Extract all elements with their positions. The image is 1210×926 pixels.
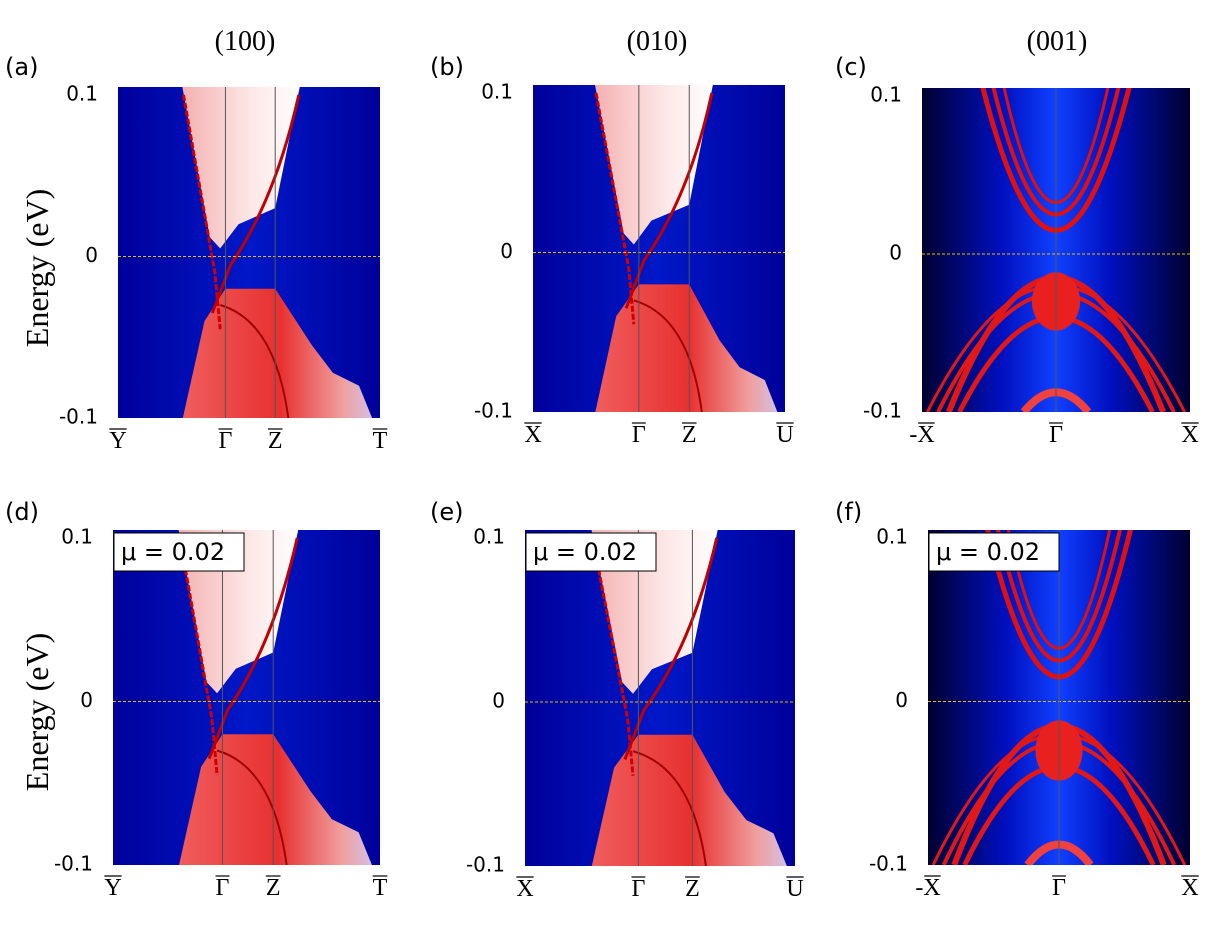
surface-state: [178, 537, 219, 776]
y-tick-label: 0.1: [61, 525, 93, 549]
y-tick-label: 0: [85, 243, 98, 267]
x-tick-label: -X: [915, 875, 940, 901]
x-tick-label: Z: [268, 428, 283, 454]
y-tick-label: 0.1: [473, 525, 505, 549]
valence-region: [179, 734, 372, 865]
y-tick-label: 0.1: [481, 80, 513, 104]
x-tick-label: -X: [909, 422, 934, 448]
x-tick-label: Γ: [632, 422, 646, 448]
x-tick-label: X: [524, 422, 541, 448]
heatmap: [533, 85, 785, 412]
y-tick-label: 0.1: [870, 83, 902, 107]
x-tick-label: X: [1181, 422, 1198, 448]
x-tick-label: T: [373, 428, 388, 454]
y-tick-label: 0.1: [876, 525, 908, 549]
panel-label: (b): [430, 53, 464, 81]
x-tick-label: Z: [266, 875, 281, 901]
y-tick-label: -0.1: [54, 852, 93, 876]
annotation-box: [113, 532, 245, 572]
valence-region: [595, 284, 778, 412]
heatmap: [928, 530, 1190, 865]
annotation: μ = 0.02: [936, 538, 1040, 566]
x-tick-label: X: [516, 876, 533, 902]
valence-region: [182, 288, 373, 418]
panel-label: (d): [5, 498, 39, 526]
bulk-edge: [632, 750, 707, 866]
x-tick-label: Γ: [631, 876, 645, 902]
column-title: (100): [215, 26, 276, 57]
y-tick-label: 0.1: [66, 82, 98, 106]
y-tick-label: -0.1: [59, 405, 98, 429]
annotation: μ = 0.02: [121, 538, 225, 566]
heatmap: [922, 88, 1190, 412]
panel-label: (c): [835, 53, 867, 81]
y-tick-label: 0: [500, 239, 513, 263]
y-tick-label: 0: [895, 688, 908, 712]
x-tick-label: U: [776, 422, 793, 448]
panel-label: (a): [5, 53, 38, 81]
panel-label: (f): [835, 498, 862, 526]
x-tick-label: Z: [685, 876, 700, 902]
annotation-box: [928, 532, 1060, 572]
conduction-cone: [595, 85, 713, 245]
y-tick-label: 0: [492, 689, 505, 713]
conduction-cone: [182, 87, 300, 249]
x-tick-label: Γ: [1052, 875, 1066, 901]
y-tick-label: -0.1: [869, 852, 908, 876]
bulk-edge: [216, 749, 288, 865]
heatmap: [113, 530, 380, 865]
bulk-edge: [219, 304, 290, 418]
y-tick-label: 0: [889, 241, 902, 265]
x-tick-label: Y: [109, 428, 126, 454]
y-tick-label: -0.1: [474, 399, 513, 423]
y-axis-label: Energy (eV): [19, 189, 55, 347]
surface-state: [594, 92, 636, 325]
heatmap: [525, 530, 795, 866]
y-tick-label: -0.1: [466, 853, 505, 877]
column-title: (010): [627, 26, 688, 57]
surface-state: [182, 94, 222, 330]
x-tick-label: Γ: [1049, 422, 1063, 448]
x-tick-label: T: [373, 875, 388, 901]
y-tick-label: -0.1: [863, 399, 902, 423]
x-tick-label: Γ: [216, 875, 230, 901]
x-tick-label: X: [1181, 875, 1198, 901]
x-tick-label: Γ: [218, 428, 232, 454]
x-tick-label: Y: [104, 875, 121, 901]
column-title: (001): [1027, 26, 1088, 57]
annotation-box: [525, 532, 657, 572]
panel-label: (e): [430, 498, 464, 526]
y-axis-label: Energy (eV): [19, 633, 55, 791]
y-tick-label: 0: [80, 688, 93, 712]
heatmap: [118, 87, 380, 418]
surface-state: [623, 537, 719, 760]
x-tick-label: Z: [682, 422, 697, 448]
x-tick-label: U: [786, 876, 803, 902]
surface-state: [591, 537, 635, 776]
annotation: μ = 0.02: [533, 538, 637, 566]
valence-region: [591, 734, 787, 866]
bulk-edge: [633, 299, 703, 412]
